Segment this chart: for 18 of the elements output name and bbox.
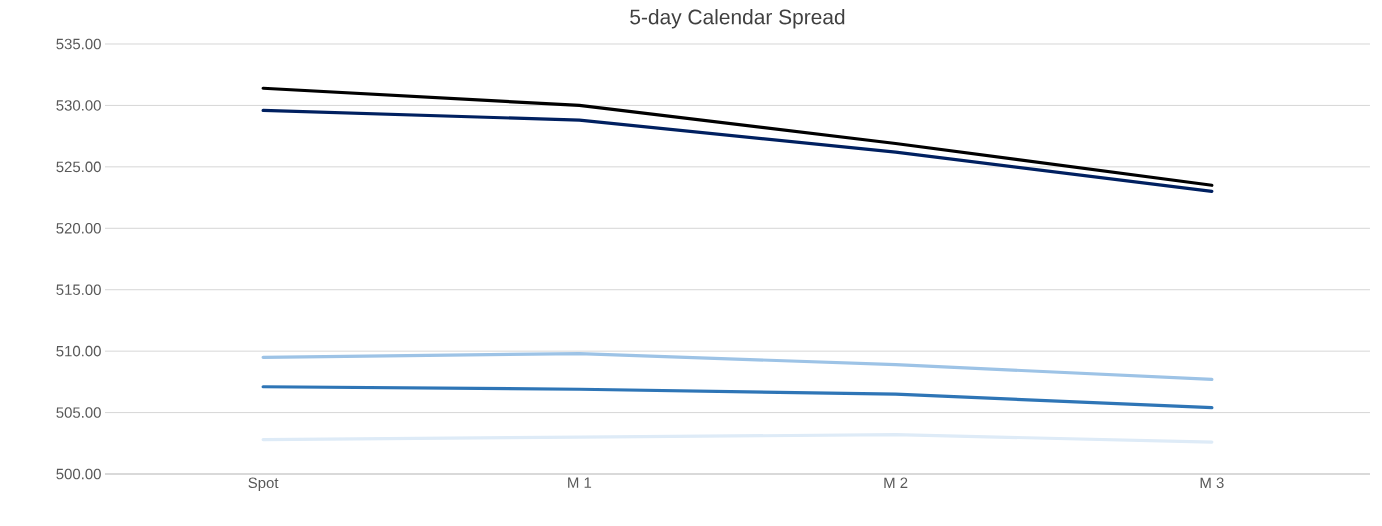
- y-tick-label: 510.00: [56, 345, 101, 357]
- x-tick-label: M 1: [568, 477, 592, 488]
- y-tick-label: 530.00: [56, 100, 101, 111]
- line-series: [261, 352, 1214, 381]
- y-tick-label: 535.00: [56, 38, 101, 50]
- x-tick-label: M 3: [1200, 477, 1224, 489]
- y-tick-label: 520.00: [56, 222, 101, 234]
- chart-title: 5-day Calendar Spread: [630, 9, 845, 29]
- line-series: [261, 86, 1214, 187]
- y-tick-label: 500.00: [56, 468, 101, 480]
- y-tick-label: 505.00: [56, 407, 101, 418]
- line-series: [261, 433, 1214, 444]
- y-tick-label: 515.00: [56, 284, 101, 295]
- line-series: [261, 108, 1214, 194]
- line-series: [261, 385, 1214, 410]
- y-tick-label: 525.00: [56, 161, 101, 173]
- x-tick-label: M 2: [884, 477, 908, 488]
- x-tick-label: Spot: [248, 477, 279, 492]
